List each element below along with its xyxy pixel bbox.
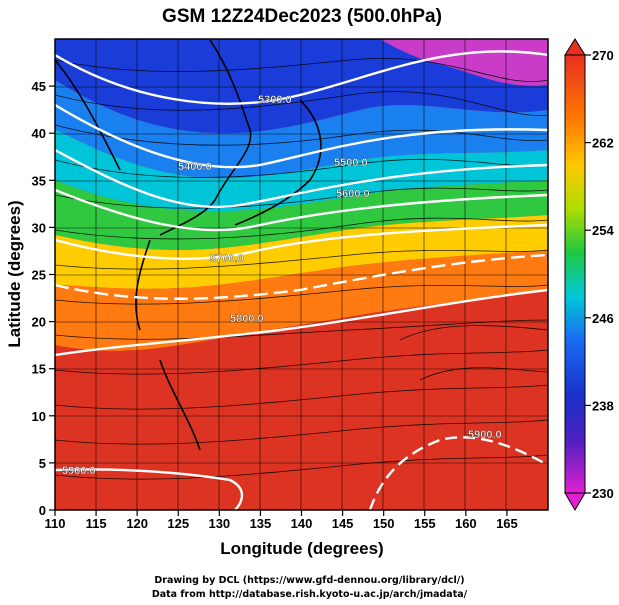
colorbar-tick-label: 262 <box>592 136 614 151</box>
x-tick-label: 110 <box>45 516 66 531</box>
x-axis: 110 115 120 125 130 135 140 145 150 155 160 165 <box>45 510 518 531</box>
x-axis-label: Longitude (degrees) <box>220 539 383 558</box>
y-tick-label: 10 <box>32 409 46 424</box>
colorbar-ticks: 230 238 246 254 262 270 <box>585 48 614 501</box>
contour-label: 5500.0 <box>334 157 368 169</box>
contour-label: 5900.0 <box>468 429 502 441</box>
x-tick-label: 125 <box>167 516 189 531</box>
y-tick-label: 45 <box>32 79 46 94</box>
colorbar-tick-label: 230 <box>592 486 614 501</box>
x-tick-label: 160 <box>455 516 477 531</box>
colorbar-tick-label: 238 <box>592 398 614 413</box>
y-axis: 0 5 10 15 20 25 30 35 40 45 <box>32 79 55 518</box>
colorbar: 230 238 246 254 262 270 <box>564 38 614 511</box>
colorbar-top-arrow <box>564 38 586 56</box>
contour-label: 5400.0 <box>178 161 212 173</box>
contour-label: 5700.0 <box>210 253 244 265</box>
contour-label: 5800.0 <box>230 313 264 325</box>
x-tick-label: 130 <box>208 516 230 531</box>
x-tick-label: 145 <box>332 516 354 531</box>
x-tick-label: 135 <box>250 516 272 531</box>
contour-label-group: 5300.0 5400.0 5500.0 5600.0 5700.0 5800.… <box>62 94 502 477</box>
colorbar-tick-label: 254 <box>592 223 614 238</box>
y-tick-label: 0 <box>39 503 46 518</box>
streamlines <box>55 58 548 480</box>
y-tick-label: 20 <box>32 315 46 330</box>
colorbar-tick-label: 246 <box>592 311 614 326</box>
x-tick-label: 120 <box>126 516 148 531</box>
y-tick-label: 40 <box>32 126 46 141</box>
contour-label: 5900.0 <box>62 465 96 477</box>
x-tick-label: 115 <box>86 516 107 531</box>
plot-area <box>55 39 548 510</box>
x-tick-label: 140 <box>291 516 313 531</box>
colorbar-tick-label: 270 <box>592 48 614 63</box>
y-tick-label: 35 <box>32 173 46 188</box>
x-tick-label: 165 <box>496 516 518 531</box>
y-tick-label: 5 <box>39 456 46 471</box>
plot-title: GSM 12Z24Dec2023 (500.0hPa) <box>162 6 442 27</box>
colorbar-bottom-arrow <box>564 492 586 511</box>
y-tick-label: 30 <box>32 220 46 235</box>
footer-source: Data from http://database.rish.kyoto-u.a… <box>151 589 468 600</box>
y-tick-label: 25 <box>32 268 46 283</box>
contour-label: 5600.0 <box>336 188 370 200</box>
y-axis-label: Latitude (degrees) <box>5 200 24 347</box>
colorbar-body <box>564 54 586 494</box>
contour-label: 5300.0 <box>258 94 292 106</box>
height-contours <box>55 50 548 510</box>
footer-credit: Drawing by DCL (https://www.gfd-dennou.o… <box>154 575 465 586</box>
y-tick-label: 15 <box>32 362 46 377</box>
x-tick-label: 155 <box>414 516 436 531</box>
x-tick-label: 150 <box>373 516 395 531</box>
